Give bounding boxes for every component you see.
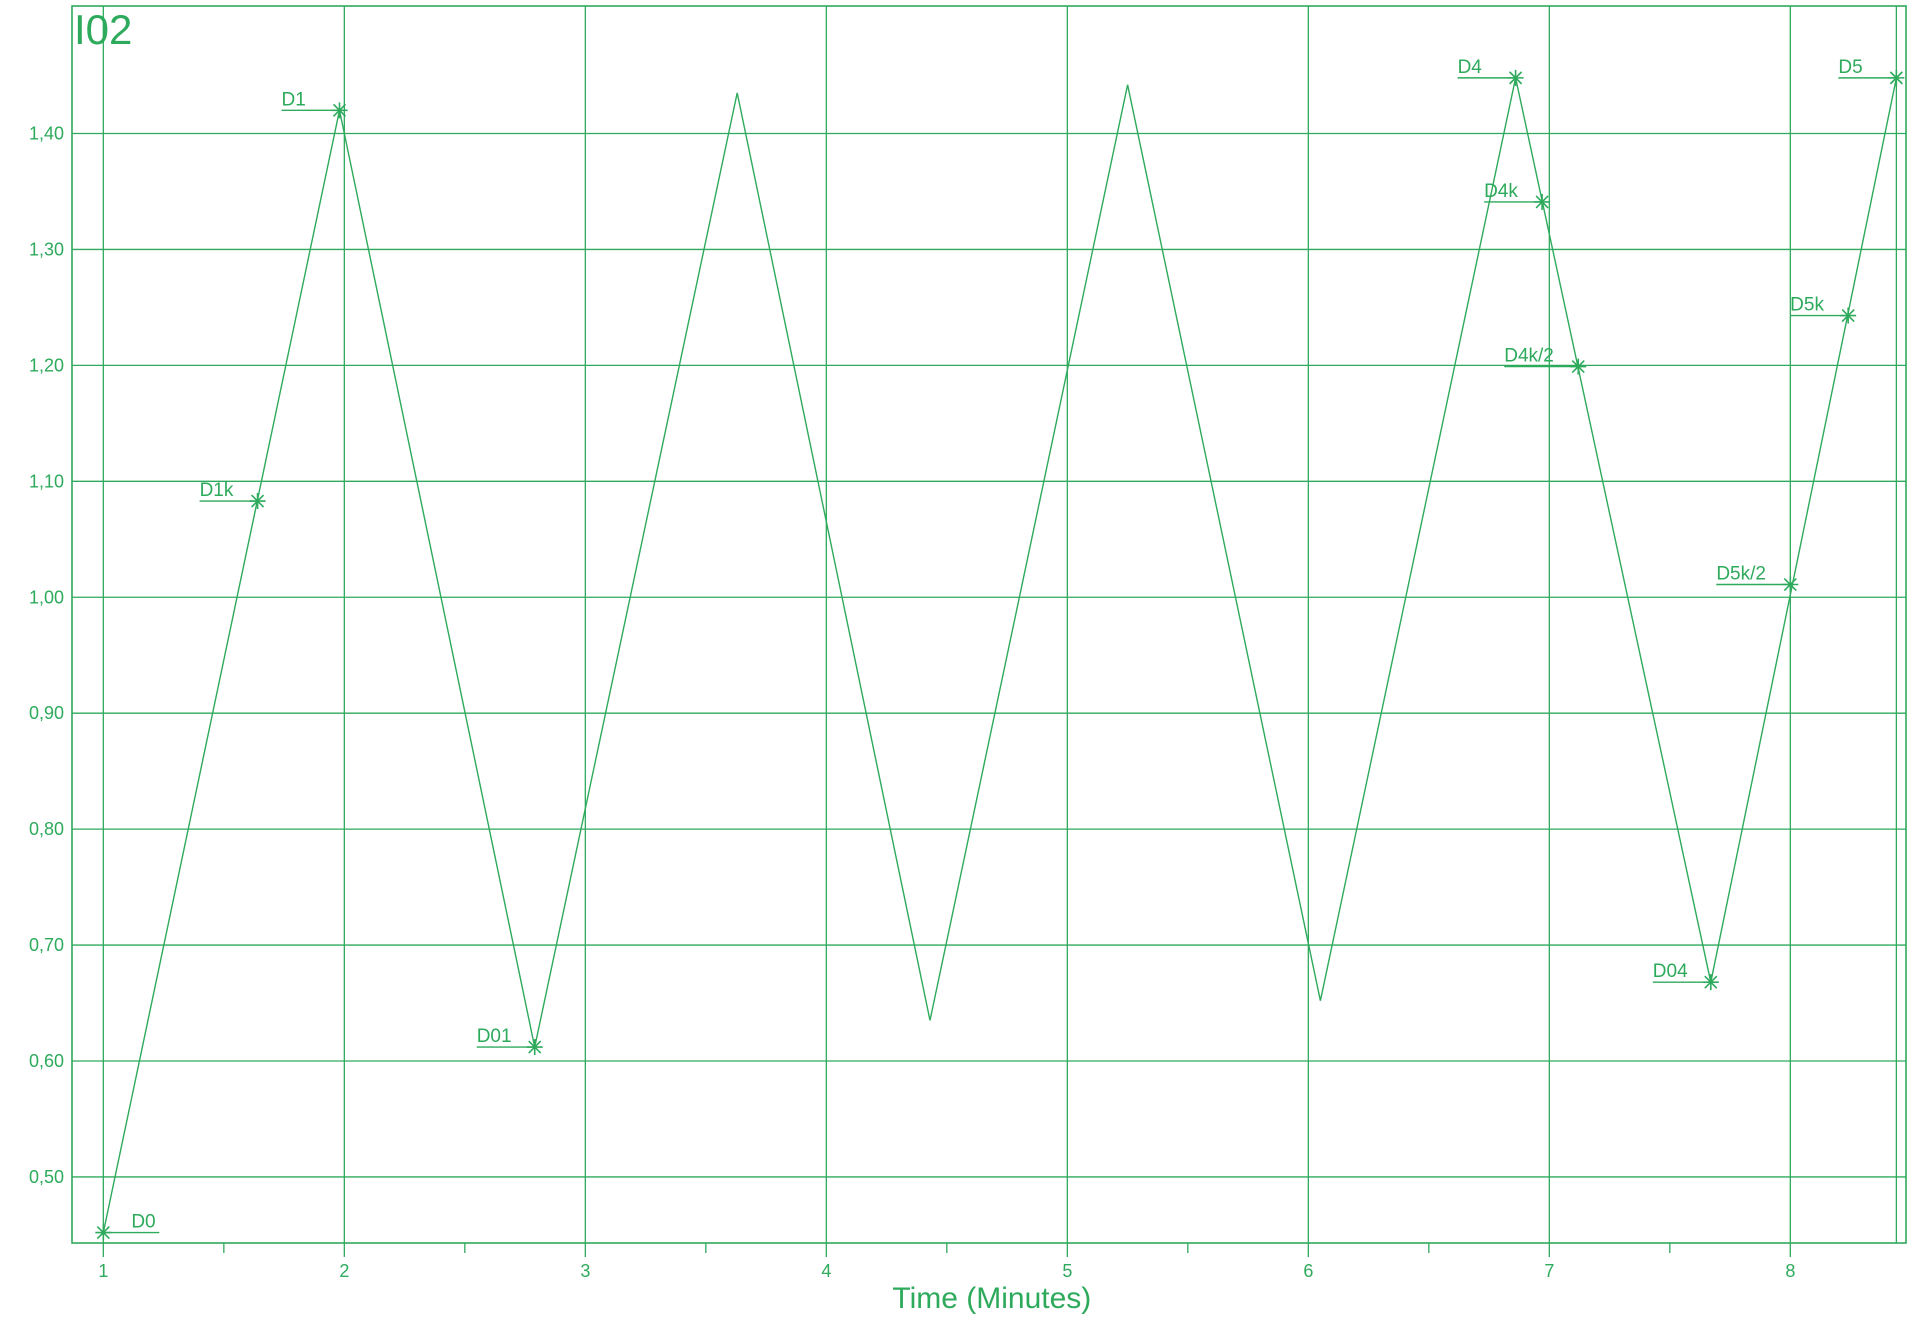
- y-tick-label: 0,70: [29, 935, 64, 955]
- marker-label: D04: [1653, 961, 1688, 982]
- marker-d1k: D1k: [199, 480, 266, 510]
- chart-title: I02: [74, 6, 132, 53]
- y-tick-label: 0,90: [29, 703, 64, 723]
- x-tick-label: 5: [1062, 1261, 1072, 1281]
- y-tick-label: 1,00: [29, 587, 64, 607]
- marker-label: D4k: [1484, 181, 1518, 202]
- x-axis-title: Time (Minutes): [892, 1282, 1091, 1315]
- marker-d04: D04: [1652, 961, 1719, 991]
- marker-d0: D0: [95, 1212, 160, 1241]
- plot-frame: [71, 5, 1907, 1244]
- y-tick-label: 0,60: [29, 1051, 64, 1071]
- marker-d1: D1: [281, 89, 348, 119]
- x-tick-label: 3: [580, 1261, 590, 1281]
- x-tick-label: 4: [821, 1261, 831, 1281]
- marker-label: D1: [282, 89, 306, 110]
- x-tick-label: 6: [1303, 1261, 1313, 1281]
- marker-label: D4: [1458, 57, 1483, 78]
- y-tick-labels: 0,50 0,60 0,70 0,80 0,90 1,00 1,10 1,20 1,30 1,40: [29, 124, 64, 1187]
- x-tick-labels: 1 2 3 4 5 6 7 8: [98, 1261, 1795, 1281]
- marker-d5k: D5k: [1790, 295, 1857, 324]
- markers: D0 D1k D1 D01 D4 D4k D4k/2 D04 D5k/2 D5k D5: [95, 57, 1905, 1241]
- y-tick-label: 1,10: [29, 471, 64, 491]
- marker-label: D0: [131, 1212, 155, 1233]
- x-tick-label: 1: [98, 1261, 108, 1281]
- marker-label: D5k/2: [1716, 564, 1766, 585]
- marker-label: D01: [477, 1026, 512, 1047]
- y-tick-label: 0,80: [29, 819, 64, 839]
- marker-label: D4k/2: [1504, 346, 1554, 367]
- marker-d01: D01: [476, 1026, 543, 1056]
- marker-d4k-2: D4k/2: [1504, 346, 1587, 375]
- marker-label: D1k: [200, 480, 234, 501]
- x-tick-label: 2: [339, 1261, 349, 1281]
- marker-d5: D5: [1838, 57, 1905, 86]
- y-tick-label: 0,50: [29, 1167, 64, 1187]
- marker-d4k: D4k: [1484, 181, 1551, 210]
- x-tick-label: 8: [1785, 1261, 1795, 1281]
- x-tick-label: 7: [1544, 1261, 1554, 1281]
- marker-label: D5: [1838, 57, 1862, 78]
- marker-d5k-2: D5k/2: [1716, 564, 1799, 593]
- y-tick-label: 1,40: [29, 124, 64, 144]
- y-tick-label: 1,30: [29, 239, 64, 259]
- marker-d4: D4: [1457, 57, 1524, 86]
- y-tick-label: 1,20: [29, 355, 64, 375]
- series-line: [102, 77, 1898, 1233]
- marker-label: D5k: [1790, 295, 1824, 316]
- grid: [72, 6, 1906, 1243]
- minor-ticks: [102, 1243, 1791, 1257]
